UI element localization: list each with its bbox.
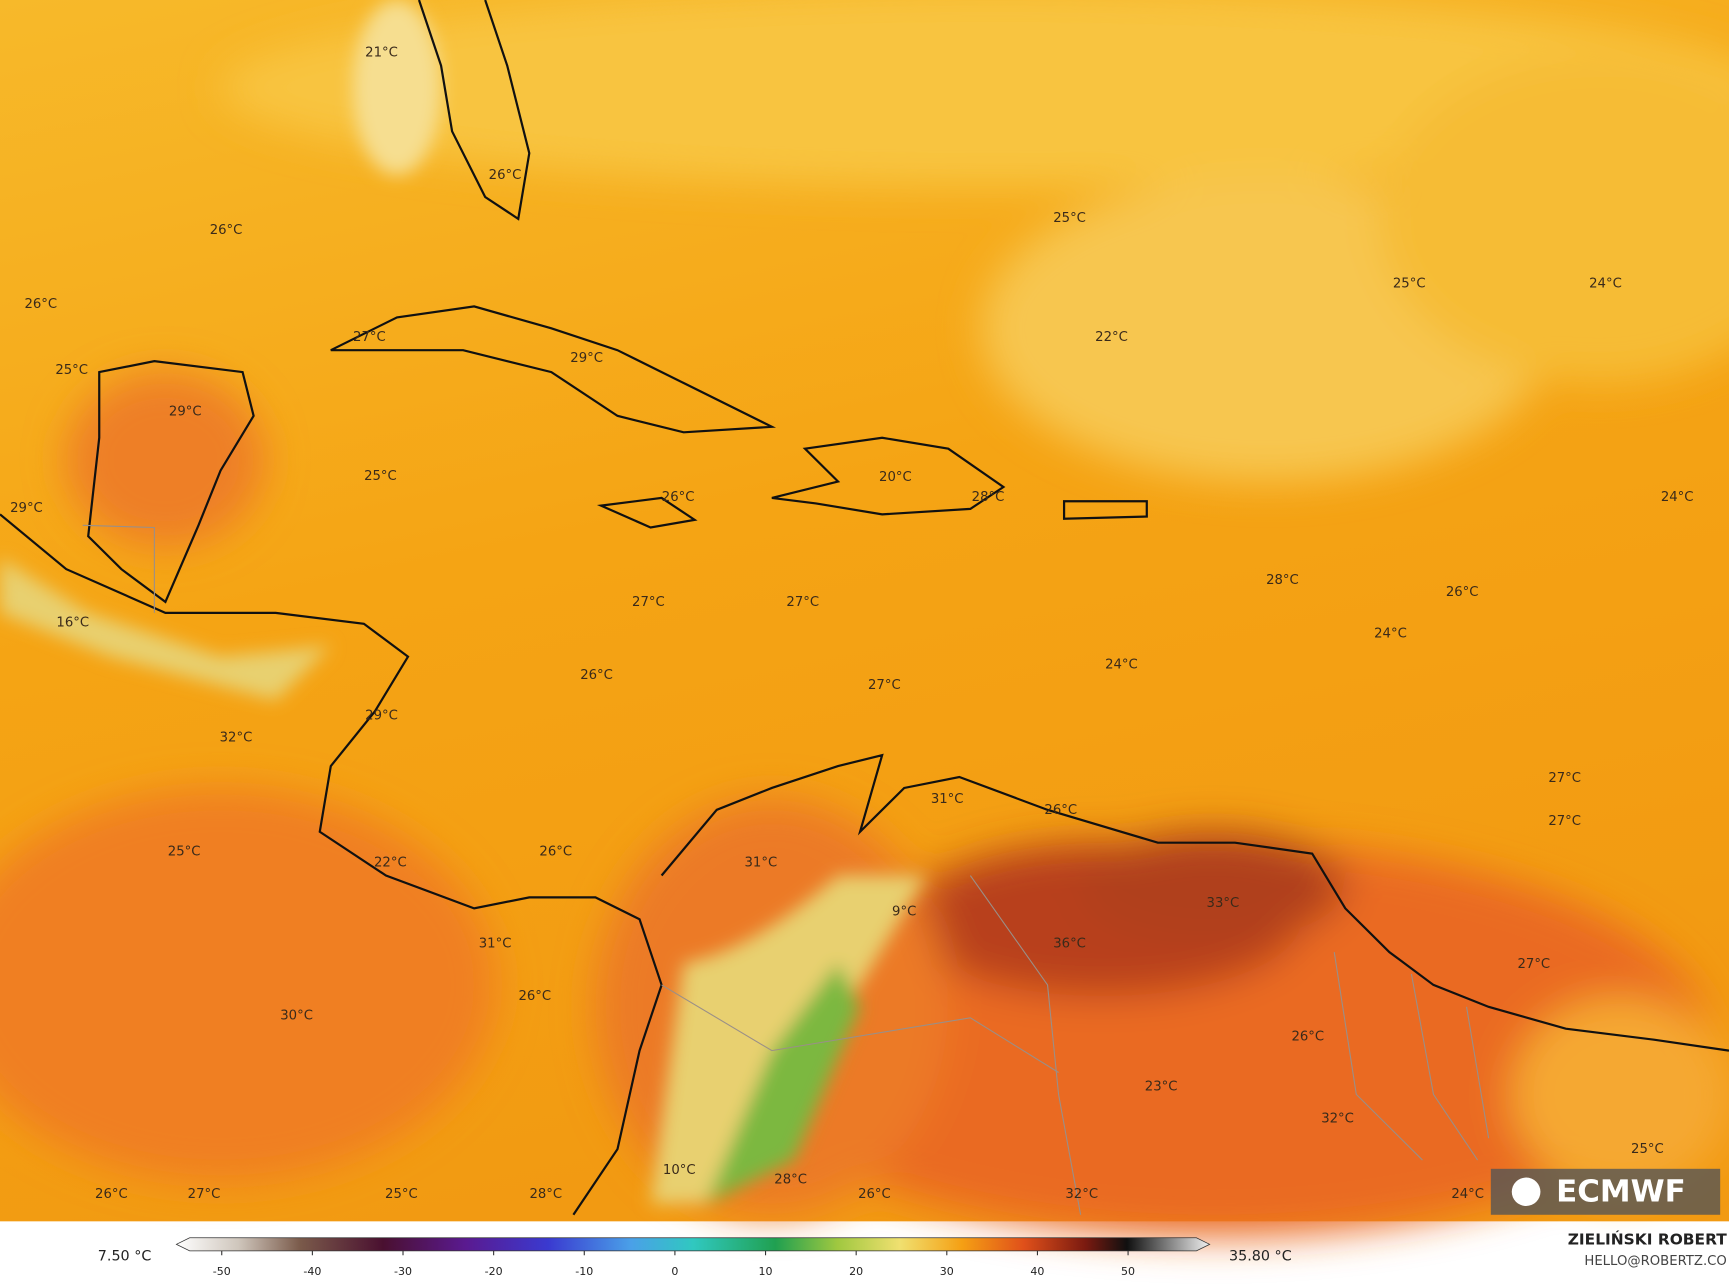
temperature-label: 31°C — [931, 792, 964, 807]
colorbar-tick-label: -10 — [575, 1265, 593, 1278]
temperature-label: 26°C — [24, 297, 57, 312]
colorbar-tick-label: 30 — [940, 1265, 954, 1278]
temperature-label: 27°C — [868, 678, 901, 693]
temperature-label: 26°C — [489, 168, 522, 183]
temperature-label: 24°C — [1374, 627, 1407, 642]
temperature-label: 32°C — [220, 731, 253, 746]
temperature-label: 28°C — [972, 490, 1005, 505]
temperature-label: 25°C — [385, 1187, 418, 1202]
temperature-label: 25°C — [1631, 1142, 1664, 1157]
temperature-label: 26°C — [518, 989, 551, 1004]
temperature-label: 24°C — [1105, 657, 1138, 672]
temperature-label: 20°C — [879, 470, 912, 485]
temperature-label: 27°C — [1517, 957, 1550, 972]
temperature-label: 31°C — [479, 936, 512, 951]
temperature-label: 26°C — [95, 1187, 128, 1202]
credit-author: ZIELIŃSKI ROBERT — [1568, 1229, 1728, 1248]
temperature-label: 29°C — [169, 405, 202, 420]
temperature-label: 24°C — [1589, 276, 1622, 291]
temperature-label: 30°C — [280, 1009, 313, 1024]
temperature-label: 25°C — [1053, 211, 1086, 226]
temperature-label: 24°C — [1451, 1187, 1484, 1202]
temperature-label: 27°C — [786, 595, 819, 610]
colorbar-tick-label: -40 — [303, 1265, 321, 1278]
temperature-label: 26°C — [1044, 803, 1077, 818]
temperature-label: 27°C — [1548, 771, 1581, 786]
temperature-label: 27°C — [188, 1187, 221, 1202]
temperature-label: 26°C — [580, 668, 613, 683]
temperature-label: 9°C — [892, 905, 916, 920]
temperature-label: 29°C — [570, 351, 603, 366]
temperature-label: 33°C — [1207, 896, 1240, 911]
temperature-label: 10°C — [663, 1163, 696, 1178]
temperature-label: 36°C — [1053, 936, 1086, 951]
temperature-label: 29°C — [10, 501, 43, 516]
temperature-labels: 21°C 26°C 26°C 26°C 25°C 27°C 29°C 29°C 25°C 29°C… — [10, 46, 1693, 1202]
logo-icon — [1511, 1177, 1541, 1207]
logo-text: ECMWF — [1556, 1173, 1686, 1209]
temperature-label: 23°C — [1145, 1080, 1178, 1095]
colorbar-tick-label: 20 — [849, 1265, 863, 1278]
temperature-label: 26°C — [210, 223, 243, 238]
temperature-label: 27°C — [632, 595, 665, 610]
temperature-label: 26°C — [662, 490, 695, 505]
map: 21°C 26°C 26°C 26°C 25°C 27°C 29°C 29°C 25°C 29°C… — [0, 0, 1729, 1237]
temperature-label: 26°C — [539, 844, 572, 859]
colorbar-tick-label: 0 — [671, 1265, 678, 1278]
colorbar-tick-label: -20 — [485, 1265, 503, 1278]
temperature-label: 22°C — [1095, 330, 1128, 345]
temperature-label: 25°C — [168, 844, 201, 859]
colorbar-min-label: 7.50 °C — [98, 1249, 152, 1265]
temperature-label: 32°C — [1321, 1111, 1354, 1126]
temperature-label: 26°C — [1446, 585, 1479, 600]
temperature-label: 25°C — [55, 363, 88, 378]
coastlines — [0, 0, 1729, 1216]
logo: ECMWF — [1490, 1168, 1721, 1215]
temperature-label: 16°C — [56, 616, 89, 631]
temperature-label: 27°C — [1548, 814, 1581, 829]
temperature-label: 26°C — [1291, 1029, 1324, 1044]
borders — [82, 524, 1490, 1215]
temperature-label: 25°C — [364, 469, 397, 484]
temperature-label: 28°C — [529, 1187, 562, 1202]
temperature-label: 28°C — [1266, 573, 1299, 588]
temperature-label: 21°C — [365, 46, 398, 61]
temperature-label: 28°C — [774, 1173, 807, 1188]
colorbar-max-label: 35.80 °C — [1229, 1249, 1292, 1265]
colorbar-tick-label: 10 — [759, 1265, 773, 1278]
colorbar: 7.50 °C 35.80 °C -50 -40 -30 -20 -10 0 10 20 30 4… — [98, 1237, 1292, 1278]
temperature-label: 32°C — [1065, 1187, 1098, 1202]
credit-contact: HELLO@ROBERTZ.CO — [1584, 1254, 1726, 1269]
colorbar-tick-label: -30 — [394, 1265, 412, 1278]
highlands — [0, 0, 927, 1204]
temperature-label: 26°C — [858, 1187, 891, 1202]
temperature-label: 31°C — [745, 855, 778, 870]
temperature-label: 29°C — [365, 709, 398, 724]
colorbar-tick-label: -50 — [213, 1265, 231, 1278]
colorbar-tick-label: 40 — [1030, 1265, 1044, 1278]
colorbar-tick-label: 50 — [1121, 1265, 1135, 1278]
temperature-label: 24°C — [1661, 490, 1694, 505]
colorbar-gradient — [175, 1237, 1211, 1252]
temperature-label: 27°C — [353, 330, 386, 345]
temperature-label: 22°C — [374, 855, 407, 870]
temperature-label: 25°C — [1393, 276, 1426, 291]
